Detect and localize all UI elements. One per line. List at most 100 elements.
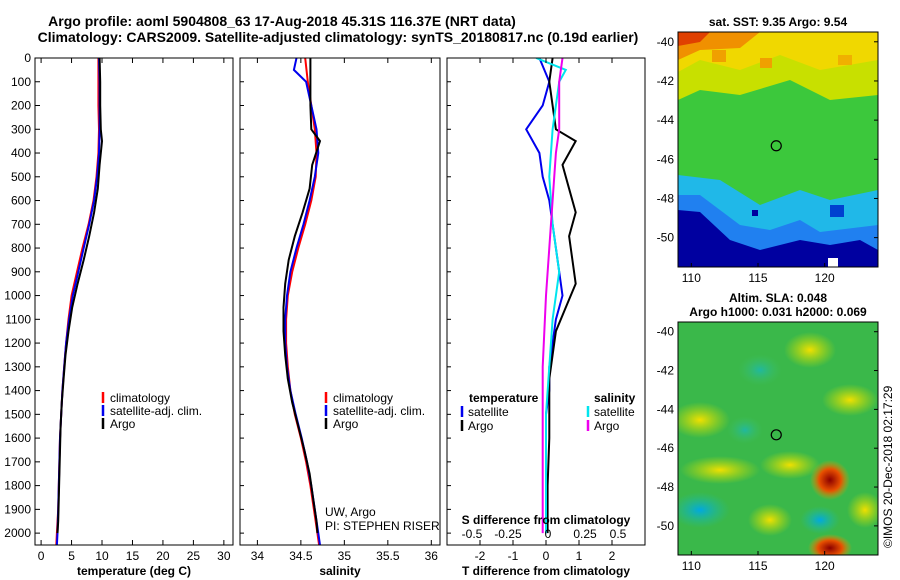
figure-title-2: Climatology: CARS2009. Satellite-adjuste… xyxy=(38,29,639,45)
profile-panel-1: 0 5 10 15 20 25 300100200300400500600700800900… xyxy=(4,51,234,578)
legend-label: satellite-adj. clim. xyxy=(333,404,425,418)
sla-map-axes: 110 115 120 -40 -42 -44 -46 -48 -50 xyxy=(657,325,878,573)
legend-label: Argo xyxy=(110,417,136,431)
x-tick-label: 35.5 xyxy=(376,549,400,563)
profile-panel-3: -2 -1 0 1 2T difference from climatology temp… xyxy=(446,57,646,578)
legend-label: Argo xyxy=(333,417,359,431)
y-tick-label: 1400 xyxy=(4,384,31,398)
y-tick-label: 800 xyxy=(11,241,31,255)
sla-map: Altim. SLA: 0.048 Argo h1000: 0.031 h200… xyxy=(657,291,879,573)
sst-argo-location-marker xyxy=(770,140,782,152)
y-tick-label: 400 xyxy=(11,146,31,160)
profile-lines-2 xyxy=(282,58,322,545)
map-y-tick-label: -44 xyxy=(657,113,675,127)
series-line-argo-3 xyxy=(541,58,564,534)
map-x-tick-label: 115 xyxy=(748,559,767,573)
series-line-satellite-adj-clim--1 xyxy=(55,58,101,545)
y-tick-label: 1000 xyxy=(4,289,31,303)
y-tick-label: 1200 xyxy=(4,336,31,350)
sla-map-frame xyxy=(677,321,879,556)
x-tick-label: 36 xyxy=(425,549,439,563)
map-x-tick-label: 110 xyxy=(682,271,701,285)
x-axis-label: T difference from climatology xyxy=(462,564,630,578)
y-tick-label: 1600 xyxy=(4,431,31,445)
x-tick-label: 10 xyxy=(95,549,109,563)
legend-title-temperature: temperature xyxy=(469,391,539,405)
map-y-tick-label: -42 xyxy=(657,74,675,88)
legend-label: Argo xyxy=(594,419,620,433)
x-tick-label-salinity: 0.5 xyxy=(610,527,627,541)
x-tick-label: -2 xyxy=(475,549,486,563)
sst-map-frame xyxy=(677,31,879,268)
x-tick-label-salinity: 0 xyxy=(545,527,552,541)
profile-lines-1 xyxy=(55,58,104,545)
y-tick-label: 2000 xyxy=(4,526,31,540)
map-x-tick-label: 120 xyxy=(815,271,835,285)
x-tick-label-salinity: -0.5 xyxy=(462,527,483,541)
y-tick-label: 500 xyxy=(11,170,31,184)
x-tick-label: -1 xyxy=(508,549,519,563)
sla-map-subtitle: Argo h1000: 0.031 h2000: 0.069 xyxy=(689,305,867,319)
x-axis-label: salinity xyxy=(319,564,361,578)
y-tick-label: 300 xyxy=(11,122,31,136)
legend-label: climatology xyxy=(333,391,393,405)
x-tick-label: 15 xyxy=(126,549,140,563)
map-y-tick-label: -40 xyxy=(657,35,675,49)
x-tick-label: 1 xyxy=(576,549,583,563)
x-axis-label: temperature (deg C) xyxy=(77,564,191,578)
legend-label: satellite-adj. clim. xyxy=(110,404,202,418)
y-tick-label: 1800 xyxy=(4,479,31,493)
credit-line-1: UW, Argo xyxy=(325,505,376,519)
sst-map-image xyxy=(678,32,878,267)
sst-map-axes: 110 115 120 -40 -42 -44 -46 -48 -50 xyxy=(657,35,878,285)
credit-line-2: PI: STEPHEN RISER xyxy=(325,519,440,533)
map-y-tick-label: -48 xyxy=(657,191,675,205)
x-tick-label: 25 xyxy=(187,549,201,563)
map-y-tick-label: -50 xyxy=(657,231,675,245)
x-tick-label: 0 xyxy=(543,549,550,563)
series-line-satellite-2 xyxy=(535,58,568,534)
y-tick-label: 900 xyxy=(11,265,31,279)
legend-label: climatology xyxy=(110,391,170,405)
x-tick-label-salinity: 0.25 xyxy=(573,527,597,541)
y-tick-label: 700 xyxy=(11,217,31,231)
x-tick-label: 34.5 xyxy=(289,549,313,563)
y-tick-label: 1100 xyxy=(5,312,31,326)
imos-timestamp: ©IMOS 20-Dec-2018 02:17:29 xyxy=(881,385,895,548)
figure-title-1: Argo profile: aoml 5904808_63 17-Aug-201… xyxy=(48,13,516,29)
series-line-argo-2 xyxy=(56,58,104,534)
sla-map-title: Altim. SLA: 0.048 xyxy=(729,291,827,305)
profile-lines-3 xyxy=(525,58,578,534)
sst-map-title: sat. SST: 9.35 Argo: 9.54 xyxy=(709,15,848,29)
map-y-tick-label: -42 xyxy=(657,364,675,378)
y-tick-label: 600 xyxy=(11,194,31,208)
series-line-climatology-0 xyxy=(55,58,101,545)
x-tick-label: 20 xyxy=(156,549,170,563)
x-tick-label: 30 xyxy=(217,549,231,563)
sla-argo-location-marker xyxy=(770,429,782,441)
x-tick-label: 35 xyxy=(338,549,352,563)
map-y-tick-label: -48 xyxy=(657,480,675,494)
x-axis-label-top: S difference from climatology xyxy=(462,513,631,527)
map-y-tick-label: -50 xyxy=(657,519,675,533)
profile-panels: 0 5 10 15 20 25 300100200300400500600700800900… xyxy=(4,51,646,578)
map-y-tick-label: -46 xyxy=(657,441,675,455)
series-line-argo-1 xyxy=(546,58,578,534)
panel-frame xyxy=(239,57,441,546)
legend-label: satellite xyxy=(594,405,635,419)
y-tick-label: 100 xyxy=(11,75,31,89)
sla-map-image xyxy=(678,322,878,555)
map-y-tick-label: -40 xyxy=(657,325,675,339)
y-tick-label: 1300 xyxy=(4,360,31,374)
x-tick-label: 0 xyxy=(38,549,45,563)
map-y-tick-label: -44 xyxy=(657,402,675,416)
map-x-tick-label: 110 xyxy=(682,559,701,573)
y-tick-label: 1500 xyxy=(4,407,31,421)
x-tick-label: 5 xyxy=(68,549,75,563)
y-tick-label: 200 xyxy=(11,99,31,113)
map-x-tick-label: 115 xyxy=(748,271,767,285)
y-tick-label: 0 xyxy=(24,51,31,65)
profile-panel-2: 34 34.5 35 35.5 36 salinity climatologysatelli… xyxy=(239,57,441,578)
legend-title-salinity: salinity xyxy=(594,391,636,405)
map-y-tick-label: -46 xyxy=(657,152,675,166)
